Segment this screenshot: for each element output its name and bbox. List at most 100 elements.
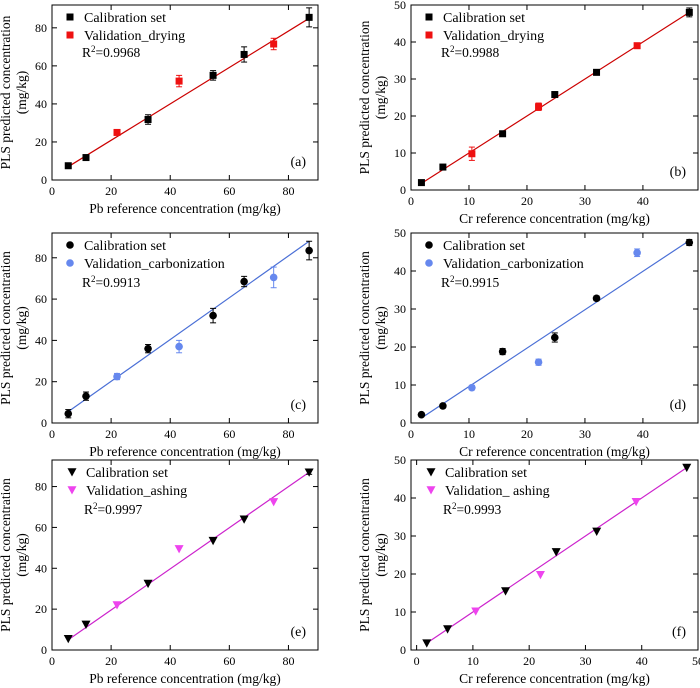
data-point	[175, 77, 183, 85]
data-point	[112, 601, 122, 610]
y-axis-title: PLS predicted concentration(mg/kg)	[0, 251, 29, 405]
panel-tag: (f)	[672, 625, 686, 640]
series-0	[64, 7, 313, 170]
data-point	[270, 40, 278, 48]
fit-line	[67, 240, 310, 413]
x-tick-label: 20	[523, 654, 535, 668]
legend-marker	[425, 31, 433, 39]
data-point	[592, 294, 601, 303]
data-point	[209, 71, 217, 79]
panel-tag: (a)	[290, 155, 306, 170]
y-tick-label: 30	[394, 529, 406, 543]
legend-marker	[425, 241, 433, 249]
x-tick-label: 40	[164, 184, 176, 198]
data-point	[239, 515, 249, 524]
y-axis-title-line: (mg/kg)	[373, 76, 388, 120]
data-point	[468, 150, 476, 158]
y-tick-label: 40	[394, 35, 406, 49]
data-point	[498, 347, 507, 356]
y-axis-title-line: PLS predicted concentration	[0, 478, 13, 632]
x-tick-label: 0	[414, 654, 420, 668]
plot-frame	[410, 459, 699, 651]
r-squared-part: R	[441, 275, 450, 290]
data-point	[631, 498, 641, 507]
data-point	[305, 246, 313, 255]
legend-label: Calibration set	[84, 11, 166, 26]
y-tick-label: 80	[35, 21, 47, 35]
r-squared-part: R	[441, 45, 450, 60]
data-point	[269, 498, 279, 507]
data-point	[417, 410, 426, 419]
x-tick-label: 30	[579, 427, 591, 441]
r-squared-superscript: 2	[452, 501, 457, 511]
data-point	[468, 383, 476, 392]
y-tick-label: 20	[394, 109, 406, 123]
x-axis-title: Cr reference concentration (mg/kg)	[459, 211, 650, 226]
x-tick-label: 40	[164, 427, 176, 441]
y-tick-label: 0	[41, 416, 47, 430]
panel-tag: (e)	[290, 625, 306, 640]
legend-label: Validation_drying	[443, 29, 544, 44]
series-1	[112, 498, 279, 610]
x-axis-title: Pb reference concentration (mg/kg)	[89, 201, 281, 216]
y-tick-label: 40	[35, 333, 47, 347]
y-tick-label: 80	[35, 251, 47, 265]
y-axis-title-line: (mg/kg)	[373, 533, 388, 577]
data-point	[633, 42, 641, 50]
series-0	[422, 463, 692, 648]
data-point	[499, 130, 507, 138]
data-point	[269, 273, 278, 282]
y-tick-label: 10	[394, 146, 406, 160]
legend-marker	[425, 13, 433, 21]
y-axis-title: PLS predicted concentration(mg/kg)	[0, 15, 29, 169]
y-tick-label: 0	[41, 643, 47, 657]
data-point	[682, 463, 692, 473]
y-axis-title-line: PLS predicted concentration	[357, 251, 372, 405]
data-point	[63, 634, 73, 644]
data-point	[175, 342, 183, 351]
legend-label: Calibration set	[443, 11, 525, 26]
y-tick-label: 20	[35, 135, 47, 149]
plot-frame	[51, 459, 319, 651]
r-squared-label: R2=0.9915	[441, 274, 500, 290]
r-squared-part: R	[84, 502, 93, 517]
series-1	[113, 266, 278, 381]
y-tick-label: 10	[394, 378, 406, 392]
data-point	[113, 372, 121, 381]
y-tick-label: 60	[35, 292, 47, 306]
x-tick-label: 20	[105, 184, 117, 198]
data-point	[64, 162, 72, 170]
x-axis-title: Cr reference concentration (mg/kg)	[459, 671, 650, 686]
x-tick-label: 40	[637, 194, 649, 208]
legend-marker	[426, 486, 436, 495]
y-tick-label: 40	[35, 561, 47, 575]
series-1	[471, 498, 641, 616]
panel-tag: (c)	[290, 398, 306, 413]
legend-marker	[67, 468, 77, 477]
plot-frame	[410, 4, 699, 191]
series-1	[113, 37, 278, 136]
y-tick-label: 0	[400, 183, 406, 197]
y-tick-label: 30	[394, 72, 406, 86]
data-point	[82, 392, 90, 400]
plot-frame	[51, 232, 319, 424]
panel-tag: (d)	[670, 398, 687, 413]
y-tick-label: 20	[35, 375, 47, 389]
r-squared-part: =0.9993	[457, 502, 502, 517]
x-tick-label: 80	[282, 654, 294, 668]
legend-label: Calibration set	[84, 239, 166, 254]
r-squared-superscript: 2	[450, 274, 455, 284]
data-point	[535, 103, 543, 111]
legend-marker	[426, 468, 436, 477]
x-tick-label: 60	[223, 654, 235, 668]
data-point	[143, 579, 153, 589]
y-axis-title-line: PLS predicted concentration	[357, 478, 372, 632]
x-tick-label: 10	[467, 654, 479, 668]
y-tick-label: 40	[394, 264, 406, 278]
x-tick-label: 50	[692, 654, 700, 668]
x-tick-label: 40	[636, 654, 648, 668]
r-squared-label: R2=0.9968	[82, 44, 141, 60]
data-point	[685, 8, 693, 16]
r-squared-part: R	[82, 45, 91, 60]
y-axis-title-line: (mg/kg)	[14, 306, 29, 350]
